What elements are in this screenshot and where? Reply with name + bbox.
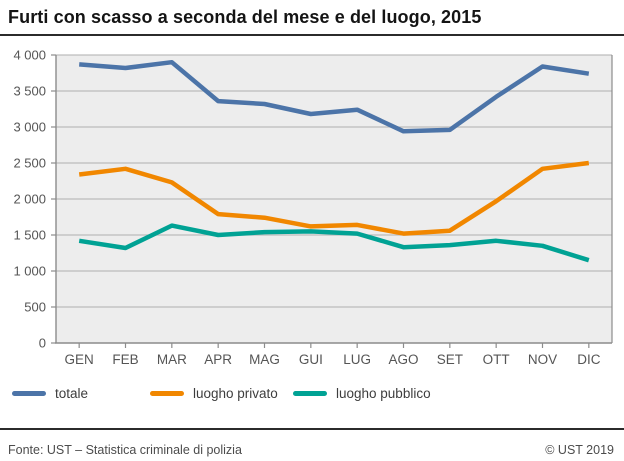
series-line-luogho-privato bbox=[78, 160, 590, 236]
y-axis-label: 1 500 bbox=[13, 228, 46, 243]
legend-swatch-luogho-pubblico bbox=[293, 391, 327, 396]
legend-label: luogho pubblico bbox=[336, 386, 431, 401]
legend-item-totale: totale bbox=[12, 386, 88, 401]
x-axis-label: OTT bbox=[483, 352, 510, 367]
x-axis-label: SET bbox=[437, 352, 463, 367]
x-axis-label: NOV bbox=[528, 352, 557, 367]
legend-item-luogho-privato: luogho privato bbox=[150, 386, 278, 401]
x-axis-label: MAG bbox=[249, 352, 280, 367]
legend-swatch-luogho-privato bbox=[150, 391, 184, 396]
y-axis-label: 3 500 bbox=[13, 84, 46, 99]
y-axis-label: 500 bbox=[24, 300, 46, 315]
y-axis-label: 1 000 bbox=[13, 264, 46, 279]
y-axis-label: 2 500 bbox=[13, 156, 46, 171]
y-axis-label: 2 000 bbox=[13, 192, 46, 207]
x-axis-label: LUG bbox=[343, 352, 371, 367]
page-title: Furti con scasso a seconda del mese e de… bbox=[8, 7, 482, 27]
x-axis-label: APR bbox=[204, 352, 232, 367]
y-axis-label: 4 000 bbox=[13, 48, 46, 63]
chart-header: Furti con scasso a seconda del mese e de… bbox=[0, 0, 624, 36]
x-axis-label: GUI bbox=[299, 352, 323, 367]
line-chart: 0 500 1 000 1 500 2 000 2 500 3 000 3 500 4 000 G… bbox=[0, 36, 624, 377]
chart-plot-area: 0 500 1 000 1 500 2 000 2 500 3 000 3 500 4 000 G… bbox=[13, 48, 613, 367]
legend-label: totale bbox=[55, 386, 89, 401]
legend-item-luogho-pubblico: luogho pubblico bbox=[293, 386, 431, 401]
series-line-luogho-pubblico bbox=[78, 223, 590, 263]
legend-label: luogho privato bbox=[193, 386, 278, 401]
copyright-text: © UST 2019 bbox=[545, 443, 614, 457]
x-axis-label: DIC bbox=[577, 352, 601, 367]
series-line-totale bbox=[79, 59, 590, 134]
legend-swatch-totale bbox=[12, 391, 46, 396]
source-text: Fonte: UST – Statistica criminale di pol… bbox=[8, 443, 242, 457]
y-axis-label: 0 bbox=[39, 336, 46, 351]
x-axis-label: AGO bbox=[388, 352, 418, 367]
chart-footer: Fonte: UST – Statistica criminale di pol… bbox=[0, 428, 624, 461]
x-axis-label: FEB bbox=[112, 352, 138, 367]
chart-legend: totale luogho privato luogho pubblico bbox=[0, 383, 624, 407]
y-axis-label: 3 000 bbox=[13, 120, 46, 135]
x-axis-label: MAR bbox=[157, 352, 187, 367]
x-axis-label: GEN bbox=[65, 352, 94, 367]
